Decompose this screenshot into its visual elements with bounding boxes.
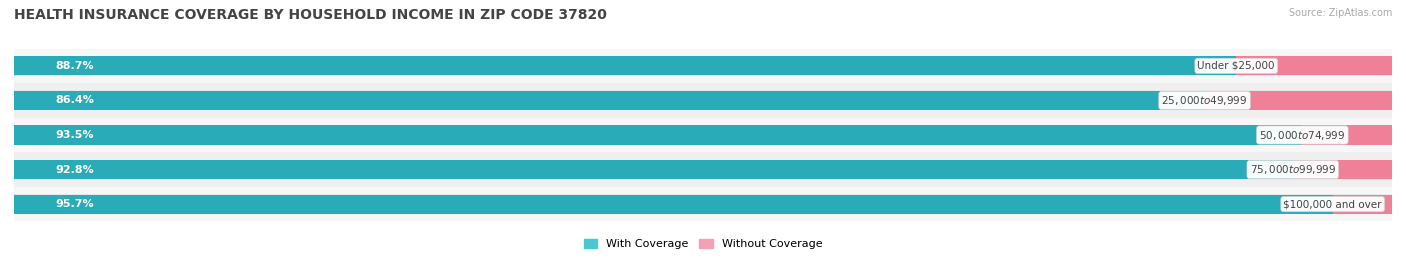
- Bar: [14, 125, 1392, 145]
- Text: 95.7%: 95.7%: [55, 199, 94, 209]
- Bar: [14, 56, 1392, 76]
- Bar: [14, 160, 1392, 180]
- Bar: [1236, 56, 1392, 75]
- Bar: [14, 56, 1236, 75]
- Bar: [1292, 160, 1392, 179]
- Bar: [14, 194, 1392, 214]
- Text: $75,000 to $99,999: $75,000 to $99,999: [1250, 163, 1336, 176]
- Text: Under $25,000: Under $25,000: [1198, 61, 1275, 71]
- Bar: [14, 152, 1392, 187]
- Bar: [14, 195, 1333, 214]
- Text: $50,000 to $74,999: $50,000 to $74,999: [1260, 129, 1346, 141]
- Bar: [14, 126, 1302, 144]
- Legend: With Coverage, Without Coverage: With Coverage, Without Coverage: [579, 235, 827, 254]
- Bar: [14, 160, 1292, 179]
- Text: HEALTH INSURANCE COVERAGE BY HOUSEHOLD INCOME IN ZIP CODE 37820: HEALTH INSURANCE COVERAGE BY HOUSEHOLD I…: [14, 8, 607, 22]
- Bar: [1333, 195, 1392, 214]
- Bar: [14, 118, 1392, 152]
- Text: 92.8%: 92.8%: [55, 164, 94, 175]
- Text: Source: ZipAtlas.com: Source: ZipAtlas.com: [1288, 8, 1392, 18]
- Text: $25,000 to $49,999: $25,000 to $49,999: [1161, 94, 1247, 107]
- Bar: [14, 187, 1392, 221]
- Bar: [14, 49, 1392, 83]
- Text: 88.7%: 88.7%: [55, 61, 94, 71]
- Bar: [1302, 126, 1392, 144]
- Bar: [14, 91, 1205, 110]
- Bar: [1205, 91, 1392, 110]
- Text: 86.4%: 86.4%: [55, 95, 94, 106]
- Bar: [14, 83, 1392, 118]
- Bar: [14, 90, 1392, 110]
- Text: $100,000 and over: $100,000 and over: [1284, 199, 1382, 209]
- Text: 93.5%: 93.5%: [55, 130, 94, 140]
